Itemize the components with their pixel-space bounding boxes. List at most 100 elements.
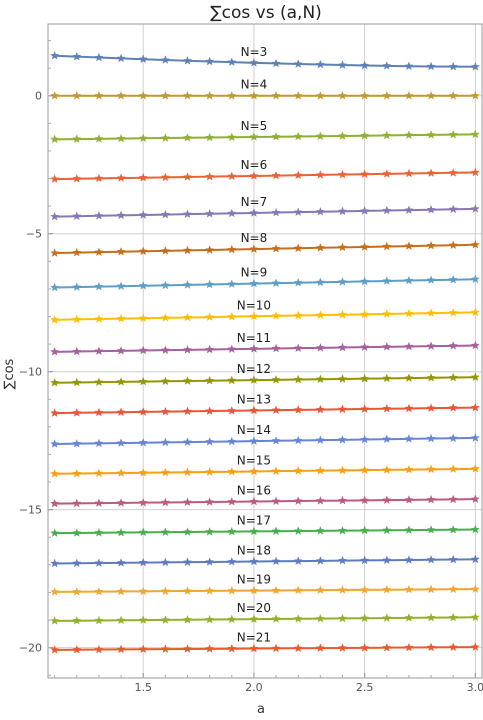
data-point xyxy=(184,173,192,181)
data-point xyxy=(427,131,435,139)
data-point xyxy=(184,210,192,218)
data-point xyxy=(383,131,391,139)
data-point xyxy=(427,495,435,503)
data-point xyxy=(405,614,413,622)
data-point xyxy=(51,499,59,507)
data-point xyxy=(95,53,103,61)
data-point xyxy=(73,92,81,100)
data-point xyxy=(184,438,192,446)
series-n-21: N=21 xyxy=(51,631,480,654)
data-point xyxy=(184,313,192,321)
data-point xyxy=(228,172,236,180)
data-point xyxy=(117,134,125,142)
data-point xyxy=(184,498,192,506)
data-point xyxy=(449,585,457,593)
data-point xyxy=(228,92,236,100)
data-point xyxy=(161,134,169,142)
data-point xyxy=(294,467,302,475)
data-point xyxy=(184,645,192,653)
data-point xyxy=(427,374,435,382)
data-point xyxy=(339,644,347,652)
data-point xyxy=(95,212,103,220)
data-point xyxy=(228,558,236,566)
data-point xyxy=(383,343,391,351)
data-point xyxy=(339,586,347,594)
data-point xyxy=(294,497,302,505)
data-point xyxy=(316,497,324,505)
data-point xyxy=(228,468,236,476)
data-point xyxy=(184,558,192,566)
series-label: N=18 xyxy=(237,544,271,558)
data-point xyxy=(95,174,103,182)
series-label: N=9 xyxy=(241,266,268,280)
data-point xyxy=(73,616,81,624)
data-point xyxy=(294,344,302,352)
data-point xyxy=(449,465,457,473)
data-point xyxy=(316,466,324,474)
data-point xyxy=(405,374,413,382)
series-label: N=5 xyxy=(241,119,268,133)
data-point xyxy=(73,439,81,447)
series-label: N=7 xyxy=(241,195,268,209)
x-axis-ticks: 1.5 2.0 2.5 3.0 xyxy=(55,673,483,694)
data-point xyxy=(51,135,59,143)
data-point xyxy=(228,245,236,253)
data-point xyxy=(449,526,457,534)
data-point xyxy=(383,526,391,534)
data-point xyxy=(294,279,302,287)
data-point xyxy=(228,498,236,506)
data-point xyxy=(427,434,435,442)
series-label: N=6 xyxy=(241,158,268,172)
data-point xyxy=(51,617,59,625)
data-point xyxy=(449,613,457,621)
data-point xyxy=(206,377,214,385)
data-point xyxy=(449,495,457,503)
y-tick-label-2: −10 xyxy=(19,366,42,379)
data-point xyxy=(95,92,103,100)
series-n-5: N=5 xyxy=(51,119,480,143)
data-point xyxy=(161,558,169,566)
data-point xyxy=(383,206,391,214)
series-label: N=4 xyxy=(241,78,268,92)
data-point xyxy=(449,373,457,381)
data-point xyxy=(184,134,192,142)
data-point xyxy=(206,280,214,288)
series-n-19: N=19 xyxy=(51,573,480,596)
x-tick-label-0: 1.5 xyxy=(134,681,152,694)
data-point xyxy=(383,310,391,318)
data-point xyxy=(405,242,413,250)
data-point xyxy=(383,556,391,564)
data-point xyxy=(272,527,280,535)
data-point xyxy=(449,434,457,442)
data-point xyxy=(206,133,214,141)
data-point xyxy=(95,469,103,477)
series-n-13: N=13 xyxy=(51,392,480,416)
data-point xyxy=(427,169,435,177)
series-line xyxy=(55,345,476,351)
data-point xyxy=(117,645,125,653)
data-point xyxy=(228,644,236,652)
data-point xyxy=(117,439,125,447)
data-point xyxy=(73,248,81,256)
data-point xyxy=(339,61,347,69)
data-point xyxy=(184,346,192,354)
data-point xyxy=(339,375,347,383)
data-point xyxy=(405,62,413,70)
data-point xyxy=(272,497,280,505)
data-point xyxy=(73,283,81,291)
data-point xyxy=(316,375,324,383)
data-point xyxy=(73,588,81,596)
data-point xyxy=(228,280,236,288)
data-point xyxy=(51,470,59,478)
data-point xyxy=(73,212,81,220)
data-point xyxy=(117,282,125,290)
y-tick-label-4: −20 xyxy=(19,642,42,655)
data-point xyxy=(95,315,103,323)
data-point xyxy=(73,646,81,654)
data-point xyxy=(427,276,435,284)
data-point xyxy=(117,378,125,386)
data-point xyxy=(383,643,391,651)
data-point xyxy=(161,616,169,624)
data-point xyxy=(95,559,103,567)
data-point xyxy=(206,587,214,595)
